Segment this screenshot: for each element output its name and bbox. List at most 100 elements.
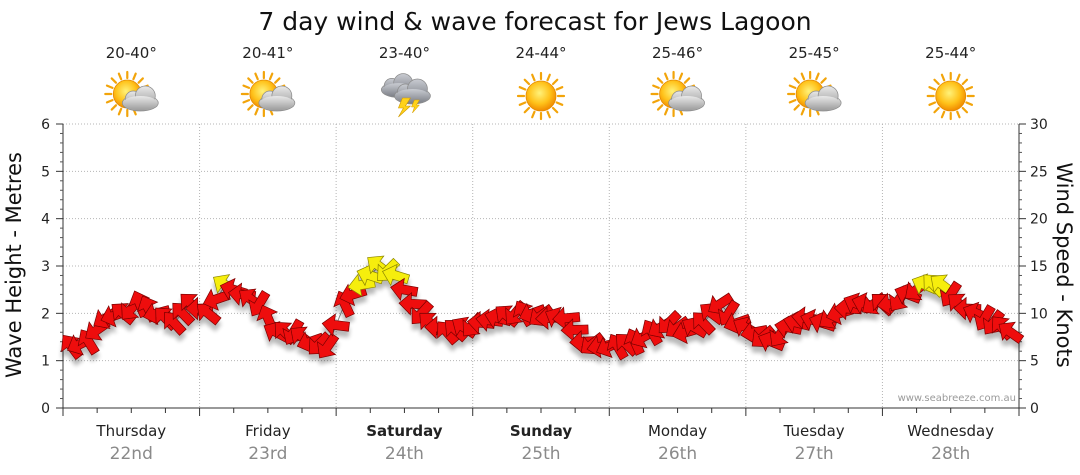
sun-ray <box>664 107 669 116</box>
date-label: 27th <box>795 444 834 464</box>
cloud-fill <box>123 96 158 110</box>
sun-ray <box>132 72 137 81</box>
chart-title: 7 day wind & wave forecast for Jews Lago… <box>258 7 811 36</box>
sun-ray <box>105 84 114 89</box>
sun-ray <box>961 106 969 114</box>
sun-ray <box>788 99 797 104</box>
date-label: 22nd <box>110 444 153 464</box>
sun-ray <box>683 77 691 84</box>
sun-ray <box>247 104 254 111</box>
date-label: 25th <box>521 444 560 464</box>
right-tick-label: 0 <box>1030 401 1039 417</box>
thunderstorm-icon <box>380 73 431 118</box>
sun-ray <box>546 73 551 82</box>
temperature-range: 20-41° <box>242 44 293 62</box>
x-axis-days: Thursday 22nd Friday 23rd Saturday 24th Sunday… <box>62 408 1020 464</box>
left-tick-label: 1 <box>41 354 50 370</box>
right-tick-label: 5 <box>1030 354 1039 370</box>
day-label: Tuesday <box>783 422 845 440</box>
sun-ray <box>793 104 800 111</box>
sun-ray <box>242 99 251 104</box>
day-label: Thursday <box>95 422 166 440</box>
left-axis: 0 1 2 3 4 5 6 <box>41 117 63 417</box>
day-label: Monday <box>648 422 707 440</box>
temperature-range: 23-40° <box>379 44 430 62</box>
sun-ray <box>800 72 806 81</box>
sun-ray <box>793 77 800 84</box>
wind-arrow <box>708 292 735 315</box>
right-axis-title: Wind Speed - Knots <box>1052 162 1076 367</box>
sun-ray <box>551 106 559 114</box>
sun-ray <box>531 110 536 119</box>
sun-ray <box>965 86 974 91</box>
left-tick-label: 2 <box>41 306 50 322</box>
sun-ray <box>254 107 259 116</box>
sun-ray <box>956 73 961 82</box>
sun-ray <box>518 101 527 106</box>
sun-ray <box>940 73 946 82</box>
sun-ray <box>518 86 527 91</box>
wind-arrow <box>552 306 581 330</box>
wind-arrow <box>998 321 1025 344</box>
sun-ray <box>242 84 251 89</box>
sun-ray <box>551 78 559 86</box>
wind-arrow <box>560 318 589 342</box>
sun-ray <box>928 101 937 106</box>
sun-ray <box>105 99 114 104</box>
sun-ray <box>268 72 274 81</box>
sun-ray <box>656 77 664 84</box>
temperature-range: 25-45° <box>789 44 840 62</box>
date-label: 26th <box>658 444 697 464</box>
sunny-icon <box>516 71 566 121</box>
sun-ray <box>965 101 974 106</box>
sun-ray <box>117 72 123 81</box>
sun-ray <box>117 107 123 116</box>
sun-ray <box>961 78 969 86</box>
wind-series <box>61 255 1025 361</box>
lightning-bolt <box>397 97 412 118</box>
sun-ray <box>523 78 531 86</box>
cloud-fill <box>259 96 294 110</box>
cloud-fill <box>395 89 430 103</box>
temperature-range: 25-46° <box>652 44 703 62</box>
wind-arrow <box>693 312 716 336</box>
left-tick-label: 0 <box>41 401 50 417</box>
sun-ray <box>664 72 669 81</box>
sun-ray <box>815 72 820 81</box>
sun-rays <box>516 71 566 121</box>
temperature-range: 24-44° <box>515 44 566 62</box>
wind-arrow <box>172 302 196 327</box>
sun-ray <box>678 72 684 81</box>
sun-ray <box>652 99 660 104</box>
left-tick-label: 5 <box>41 164 50 180</box>
sun-ray <box>247 77 254 84</box>
left-tick-label: 3 <box>41 259 50 275</box>
lightning-bolt <box>411 99 420 114</box>
cloud-shape <box>668 85 705 112</box>
sun-ray <box>555 101 564 106</box>
right-tick-label: 15 <box>1030 259 1048 275</box>
chart-grid <box>62 123 1020 409</box>
right-axis: 0 5 10 15 20 25 30 <box>1019 117 1048 417</box>
sun-ray <box>788 84 797 89</box>
sun-ray <box>531 73 536 82</box>
wind-arrows <box>61 255 1025 361</box>
sun-ray <box>928 86 937 91</box>
cloud-fill <box>669 96 704 110</box>
sun-disc <box>935 80 967 112</box>
left-tick-label: 4 <box>41 212 50 228</box>
wind-arrow <box>321 313 350 337</box>
daily-weather-header: 20-40° 20-41° 23-40° 24-44° 25-46° 25-45° 25-4… <box>104 44 976 121</box>
sun-ray <box>940 110 946 119</box>
sun-rays <box>104 70 151 118</box>
sun-ray <box>656 104 664 111</box>
date-label: 28th <box>931 444 970 464</box>
wind-arrow <box>398 292 427 316</box>
sun-ray <box>652 84 660 89</box>
temperature-range: 20-40° <box>106 44 157 62</box>
credit-text: www.seabreeze.com.au <box>898 393 1016 404</box>
sun-ray <box>254 72 259 81</box>
day-label: Friday <box>245 422 291 440</box>
sun-ray <box>956 110 961 119</box>
